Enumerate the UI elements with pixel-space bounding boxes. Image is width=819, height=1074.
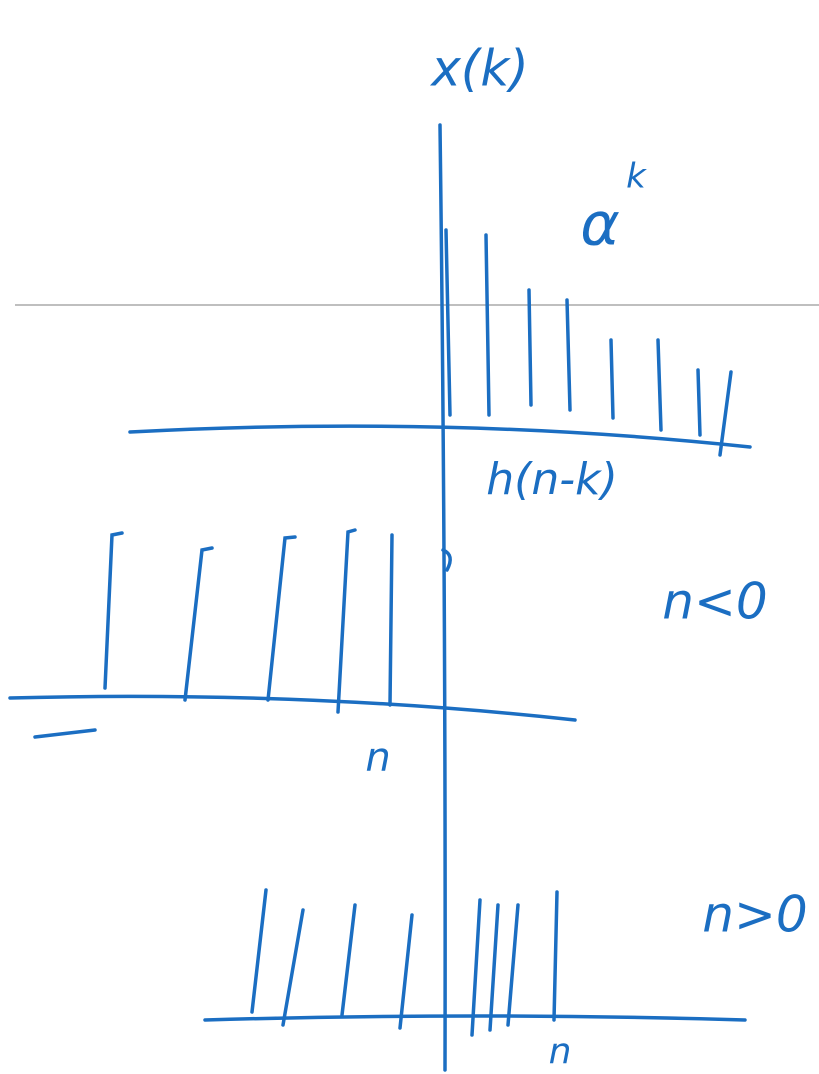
case-negative: n<0 xyxy=(662,573,767,631)
vertical-axis xyxy=(438,123,447,1072)
case-positive: n>0 xyxy=(702,886,807,944)
exponent: k xyxy=(626,157,647,197)
axis-label: x(k) xyxy=(429,40,529,98)
bottom-axis xyxy=(203,1014,747,1022)
top-axis xyxy=(128,424,752,449)
middle-axis xyxy=(8,694,577,722)
exponential-base: α xyxy=(580,190,620,260)
dash xyxy=(33,728,97,739)
bottom-stems xyxy=(250,888,559,1037)
middle-stems xyxy=(103,528,452,714)
n-marker-positive: n xyxy=(549,1031,572,1072)
n-marker-negative: n xyxy=(365,735,390,781)
top-stems xyxy=(444,228,733,457)
kernel-label: h(n-k) xyxy=(486,454,617,505)
